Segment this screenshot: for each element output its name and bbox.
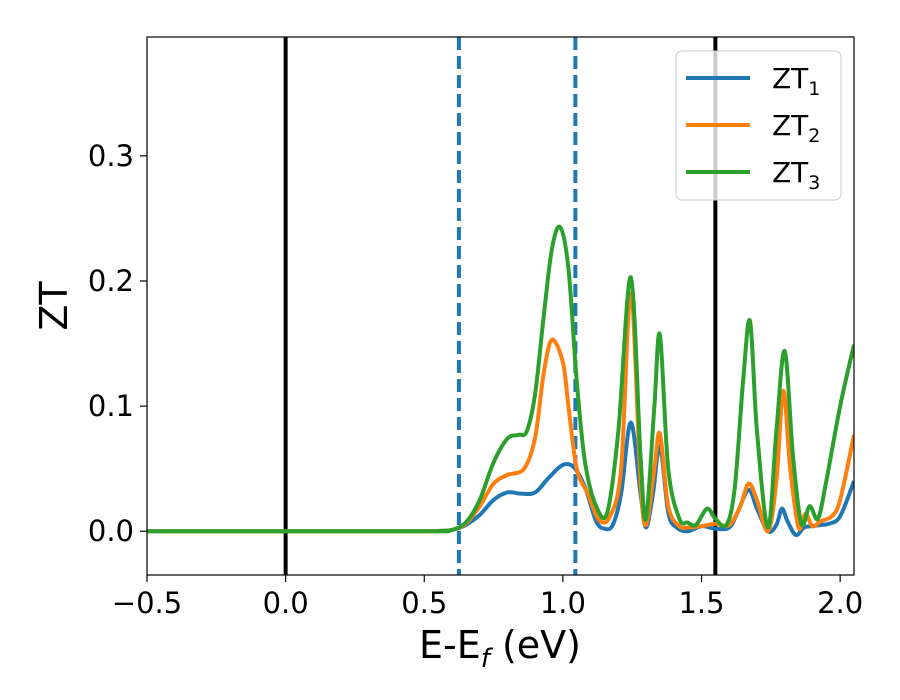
x-tick-label: 0.5 xyxy=(401,586,447,620)
x-tick-label: 0.0 xyxy=(263,586,309,620)
legend-label-zt1: ZT1 xyxy=(772,62,820,100)
series-line-zt2 xyxy=(147,291,854,534)
legend-label-zt3: ZT3 xyxy=(772,156,820,194)
y-tick-label: 0.1 xyxy=(88,389,134,423)
x-tick-label: 1.5 xyxy=(678,586,724,620)
y-tick-label: 0.0 xyxy=(88,514,134,548)
x-tick-label: 1.0 xyxy=(540,586,586,620)
series-lines xyxy=(147,224,854,537)
x-axis-label: E-Ef (eV) xyxy=(419,623,581,674)
series-line-zt3 xyxy=(147,224,854,534)
legend: ZT1 ZT2 ZT3 xyxy=(675,50,842,201)
legend-box xyxy=(675,50,842,201)
legend-label-zt2: ZT2 xyxy=(772,109,820,147)
plot-frame xyxy=(146,36,855,576)
x-tick-label: −0.5 xyxy=(112,586,182,620)
y-axis-ticks: 0.0 0.1 0.2 0.3 xyxy=(88,139,147,548)
y-tick-label: 0.3 xyxy=(88,139,134,173)
x-axis-ticks: −0.5 0.0 0.5 1.0 1.5 2.0 xyxy=(112,575,863,620)
y-tick-label: 0.2 xyxy=(88,264,134,298)
y-axis-label: ZT xyxy=(32,281,76,331)
x-tick-label: 2.0 xyxy=(817,586,863,620)
